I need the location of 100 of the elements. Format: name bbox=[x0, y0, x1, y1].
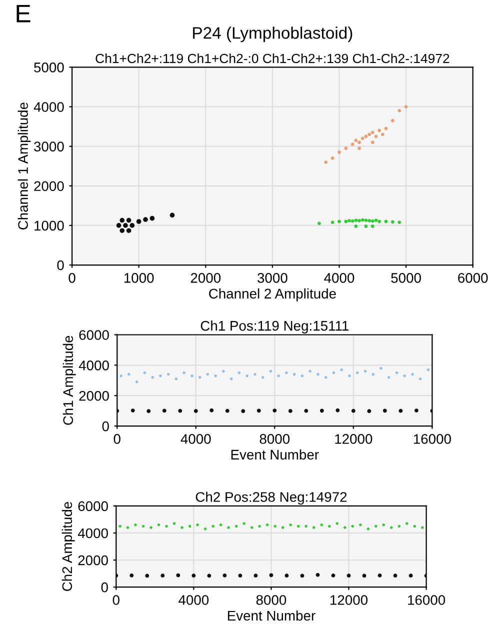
point bbox=[234, 524, 238, 528]
point bbox=[274, 524, 276, 528]
y-axis-title: Ch2 Amplitude bbox=[62, 502, 75, 591]
point bbox=[350, 142, 354, 146]
y-tick-label: 2000 bbox=[34, 181, 64, 192]
point bbox=[338, 220, 341, 224]
point bbox=[330, 156, 334, 160]
point bbox=[281, 526, 284, 529]
point bbox=[134, 523, 137, 526]
point bbox=[238, 574, 242, 578]
point bbox=[380, 366, 382, 370]
point bbox=[411, 372, 414, 376]
point bbox=[304, 524, 308, 528]
point bbox=[118, 524, 122, 528]
point bbox=[159, 374, 162, 378]
point bbox=[358, 146, 361, 150]
point bbox=[126, 218, 132, 223]
point bbox=[374, 524, 378, 528]
point bbox=[135, 380, 138, 384]
point bbox=[320, 408, 324, 413]
point bbox=[403, 374, 406, 378]
point bbox=[150, 526, 152, 529]
x-tick-label: 16000 bbox=[414, 434, 451, 444]
point bbox=[418, 377, 422, 380]
point bbox=[277, 374, 280, 378]
x-tick-label: 1000 bbox=[124, 273, 154, 283]
point bbox=[350, 219, 354, 223]
point bbox=[368, 219, 372, 222]
x-tick-label: 12000 bbox=[330, 595, 368, 605]
point bbox=[130, 408, 135, 412]
point bbox=[182, 371, 186, 374]
point bbox=[390, 526, 393, 529]
point bbox=[406, 522, 408, 525]
point bbox=[192, 574, 196, 578]
point bbox=[343, 526, 346, 529]
point bbox=[269, 573, 274, 578]
point bbox=[256, 408, 261, 413]
y-tick-label: 4000 bbox=[78, 360, 109, 370]
point bbox=[413, 524, 416, 528]
y-tick-label: 2000 bbox=[79, 390, 109, 401]
point bbox=[288, 409, 292, 413]
point bbox=[120, 374, 122, 378]
point bbox=[146, 409, 151, 414]
point bbox=[408, 574, 413, 578]
x-tick-label: 16000 bbox=[408, 595, 446, 605]
point bbox=[344, 146, 348, 150]
chart-subtitle: Ch1+Ch2+:119 Ch1+Ch2-:0 Ch1-Ch2+:139 Ch1-Ch2-:14972 bbox=[96, 53, 450, 64]
x-tick-label: 3000 bbox=[258, 273, 288, 283]
point bbox=[145, 574, 150, 578]
point bbox=[320, 523, 324, 526]
point bbox=[328, 524, 331, 528]
y-tick-label: 0 bbox=[102, 421, 109, 432]
point bbox=[285, 371, 288, 374]
point bbox=[166, 372, 170, 376]
point bbox=[300, 574, 304, 578]
point bbox=[398, 408, 403, 413]
point bbox=[250, 526, 254, 529]
point bbox=[230, 377, 233, 380]
point bbox=[266, 523, 269, 526]
y-tick-label: 5000 bbox=[34, 62, 64, 72]
x-axis-title: Channel 2 Amplitude bbox=[209, 288, 336, 302]
x-tick-label: 12000 bbox=[335, 434, 372, 444]
point bbox=[165, 524, 168, 528]
y-tick-label: 2000 bbox=[78, 555, 108, 566]
chart-title: P24 (Lymphoblastoid) bbox=[193, 26, 352, 42]
point bbox=[354, 218, 358, 222]
point bbox=[300, 374, 304, 378]
point bbox=[316, 572, 320, 577]
point bbox=[227, 526, 230, 529]
point bbox=[364, 224, 368, 228]
point bbox=[364, 370, 367, 373]
point bbox=[354, 138, 358, 142]
x-tick-label: 4000 bbox=[178, 595, 209, 605]
point bbox=[346, 574, 351, 578]
point bbox=[414, 408, 418, 412]
point bbox=[222, 370, 225, 373]
point bbox=[246, 374, 248, 378]
point bbox=[284, 574, 289, 578]
point bbox=[172, 522, 176, 525]
point bbox=[348, 374, 351, 378]
point bbox=[151, 376, 154, 379]
point bbox=[126, 228, 132, 233]
point bbox=[157, 523, 160, 526]
point bbox=[398, 220, 402, 224]
point bbox=[366, 528, 370, 530]
point bbox=[404, 105, 408, 108]
point bbox=[354, 224, 358, 228]
point bbox=[174, 377, 178, 380]
point bbox=[304, 408, 308, 413]
point bbox=[351, 524, 354, 528]
y-tick-label: 6000 bbox=[78, 501, 108, 512]
point bbox=[370, 130, 374, 134]
point bbox=[150, 216, 155, 221]
point bbox=[160, 574, 165, 578]
point bbox=[336, 522, 339, 525]
point bbox=[378, 573, 382, 578]
point bbox=[364, 134, 368, 138]
point bbox=[370, 140, 374, 144]
point bbox=[196, 523, 199, 526]
point bbox=[380, 132, 384, 136]
